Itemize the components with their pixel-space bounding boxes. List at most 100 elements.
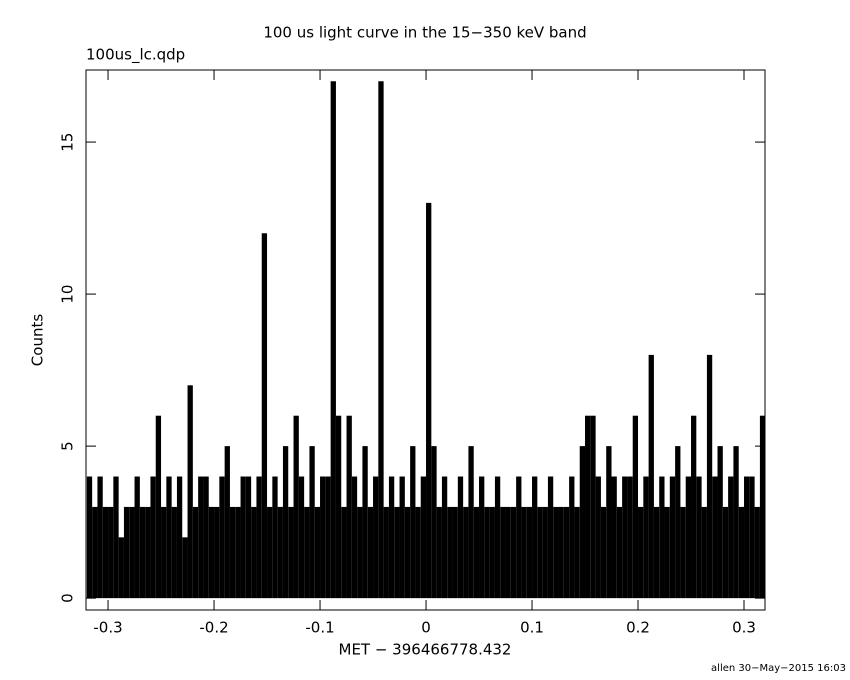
bin xyxy=(325,476,331,599)
x-tick-label: 0.1 xyxy=(520,619,544,637)
x-tick-label: 0.3 xyxy=(732,619,756,637)
bin xyxy=(304,506,310,599)
bin xyxy=(590,415,596,599)
bin xyxy=(383,506,389,599)
bin xyxy=(388,476,395,599)
bin xyxy=(298,476,305,599)
bin xyxy=(309,446,315,599)
bin xyxy=(166,476,172,599)
bin xyxy=(214,506,220,599)
bin xyxy=(600,506,607,599)
bin xyxy=(314,506,321,599)
bin xyxy=(585,415,591,599)
bin xyxy=(203,476,209,599)
bin xyxy=(229,506,236,599)
bin xyxy=(452,506,458,599)
bin xyxy=(611,476,617,599)
bin xyxy=(532,476,538,599)
x-tick-label: 0 xyxy=(421,619,431,637)
bin xyxy=(553,506,559,599)
bin xyxy=(701,506,707,599)
bin xyxy=(373,476,379,599)
bin xyxy=(616,506,623,599)
bin xyxy=(457,476,464,599)
bin xyxy=(579,446,586,599)
bin xyxy=(675,446,681,599)
bin xyxy=(320,476,326,599)
bin xyxy=(754,506,760,599)
bin xyxy=(484,506,490,599)
bin xyxy=(738,506,745,599)
bin xyxy=(113,476,119,599)
bin xyxy=(108,506,114,599)
x-tick-label: -0.1 xyxy=(305,619,334,637)
bin xyxy=(728,476,734,599)
footer: allen 30−May−2015 16:03 xyxy=(711,663,846,674)
bin xyxy=(357,506,363,599)
bin xyxy=(749,476,755,599)
bin xyxy=(547,476,554,599)
bin xyxy=(510,506,517,599)
bin xyxy=(245,476,252,599)
bin xyxy=(733,446,739,599)
bin xyxy=(521,506,527,599)
bin xyxy=(717,446,723,599)
bin xyxy=(722,506,729,599)
bin xyxy=(706,354,713,599)
bin xyxy=(335,415,342,599)
bin xyxy=(563,506,570,599)
x-tick-label: -0.3 xyxy=(93,619,122,637)
bin xyxy=(150,476,156,599)
bin xyxy=(346,415,352,599)
bin xyxy=(235,506,241,599)
bin xyxy=(659,476,665,599)
bin xyxy=(187,385,193,599)
bin xyxy=(468,446,474,599)
bin xyxy=(198,476,204,599)
bin xyxy=(176,476,183,599)
bin xyxy=(134,476,140,599)
bin xyxy=(362,446,368,599)
bin xyxy=(394,506,400,599)
bin xyxy=(606,446,612,599)
bin xyxy=(426,202,432,599)
bin xyxy=(669,476,676,599)
bin xyxy=(648,354,654,599)
bin xyxy=(479,476,485,599)
bin xyxy=(102,506,109,599)
bin xyxy=(473,506,480,599)
bin xyxy=(161,506,167,599)
bin xyxy=(208,506,215,599)
bin xyxy=(86,476,93,599)
y-tick-label: 0 xyxy=(59,593,77,603)
bin xyxy=(685,476,692,599)
bin xyxy=(267,506,273,599)
bin xyxy=(516,476,522,599)
bin xyxy=(145,506,151,599)
chart-title: 100 us light curve in the 15−350 keV ban… xyxy=(263,24,586,42)
bins xyxy=(86,81,765,599)
bin xyxy=(118,537,124,599)
bin xyxy=(92,506,98,599)
y-axis-label: Counts xyxy=(29,314,47,367)
bin xyxy=(494,476,501,599)
bin xyxy=(261,233,268,599)
bin xyxy=(463,506,469,599)
bin xyxy=(653,506,660,599)
bin xyxy=(155,415,162,599)
y-tick-label: 15 xyxy=(59,133,77,152)
bin xyxy=(367,506,374,599)
bin xyxy=(696,476,702,599)
bin xyxy=(251,506,257,599)
bin xyxy=(436,506,442,599)
bin xyxy=(182,537,188,599)
x-tick-label: 0.2 xyxy=(626,619,650,637)
bin xyxy=(526,506,533,599)
bin xyxy=(192,506,199,599)
bin xyxy=(282,446,289,599)
bin xyxy=(171,506,177,599)
bin xyxy=(240,476,246,599)
plot-frame xyxy=(85,69,766,611)
